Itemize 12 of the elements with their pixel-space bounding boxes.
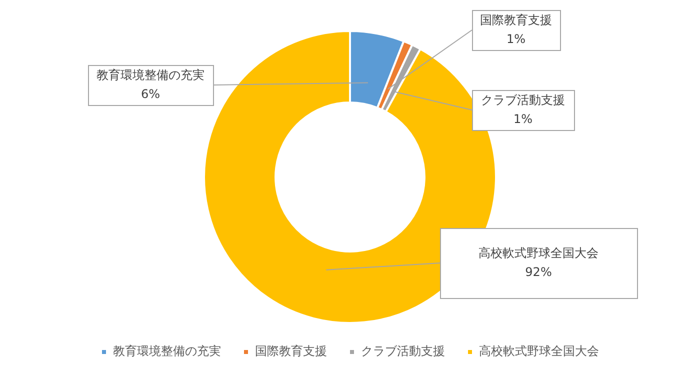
slice-label: クラブ活動支援 (481, 93, 565, 108)
data-label: 92% (525, 265, 552, 280)
data-label: 6% (140, 87, 160, 102)
slice-label: 教育環境整備の充実 (96, 68, 204, 82)
slice-label: 高校軟式野球全国大会 (478, 246, 598, 260)
data-label: 1% (513, 112, 533, 126)
legend-label: 教育環境整備の充実 (113, 344, 221, 358)
legend-label: 国際教育支援 (255, 344, 327, 358)
legend-label: 高校軟式野球全国大会 (479, 344, 599, 358)
slice-label: 国際教育支援 (480, 13, 552, 28)
data-label: 1% (506, 32, 526, 46)
legend-label: クラブ活動支援 (361, 344, 445, 358)
